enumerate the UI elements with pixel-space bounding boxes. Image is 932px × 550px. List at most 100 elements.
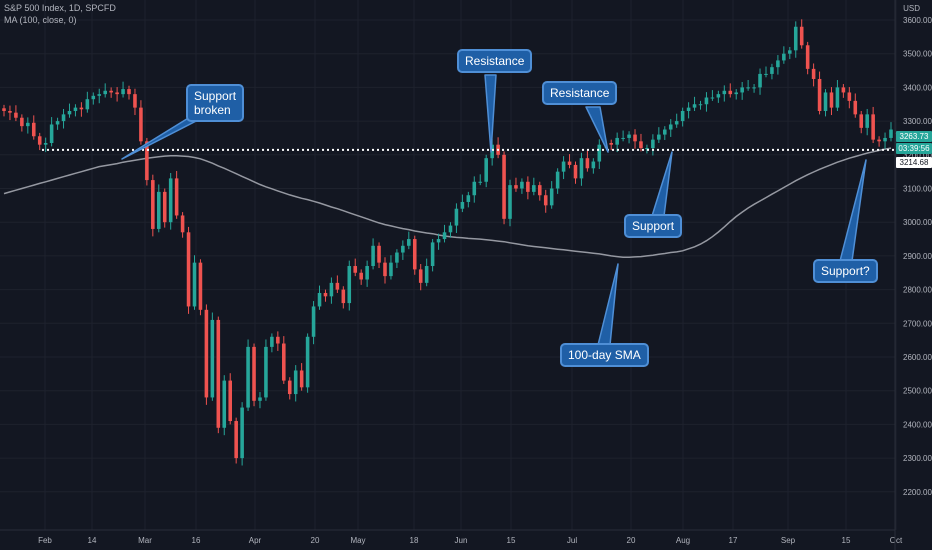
candle-body	[793, 26, 798, 51]
pointer-support-broken	[121, 116, 205, 160]
y-tick-label: 3200.00	[903, 151, 932, 160]
candle-body	[198, 262, 203, 310]
candle-body	[478, 181, 483, 183]
x-tick-label: 15	[507, 536, 516, 545]
candle-body	[579, 158, 584, 179]
candle-body	[168, 178, 173, 223]
candle-body	[662, 129, 667, 135]
candle-body	[674, 121, 679, 125]
candle-body	[639, 141, 643, 149]
candle-body	[79, 107, 84, 110]
candle-body	[174, 178, 179, 216]
candle-body	[847, 92, 852, 101]
y-tick-label: 2300.00	[903, 454, 932, 463]
x-tick-label: 14	[88, 536, 97, 545]
candle-body	[418, 269, 423, 283]
candle-body	[49, 124, 54, 144]
candle-body	[31, 122, 36, 137]
pointer-resistance-1	[484, 74, 497, 153]
candle-body	[133, 94, 137, 108]
y-tick-label: 2600.00	[903, 353, 932, 362]
candle-body	[395, 252, 399, 263]
candle-body	[514, 185, 518, 189]
candle-body	[103, 90, 107, 95]
candle-body	[115, 92, 119, 95]
candle-body	[151, 180, 155, 229]
candle-body	[686, 107, 691, 111]
candle-body	[210, 319, 215, 398]
candle-body	[365, 266, 369, 280]
callout-resistance-2: Resistance	[542, 81, 618, 105]
candle-body	[490, 144, 494, 159]
candle-body	[305, 336, 310, 388]
x-tick-label: Jun	[455, 536, 468, 545]
x-tick-label: Apr	[249, 536, 262, 545]
sma-line	[3, 147, 892, 258]
candle-body	[156, 191, 161, 229]
candle-body	[853, 100, 858, 115]
candle-body	[752, 87, 756, 89]
candle-body	[299, 370, 304, 388]
indicator-label: MA (100, close, 0)	[4, 15, 77, 25]
candle-body	[55, 121, 60, 125]
x-tick-label: 20	[627, 536, 636, 545]
x-tick-label: 15	[842, 536, 851, 545]
candle-body	[186, 232, 191, 307]
y-tick-label: 2900.00	[903, 252, 932, 261]
candle-body	[341, 289, 346, 304]
y-tick-label: 3000.00	[903, 218, 932, 227]
candle-body	[609, 143, 613, 145]
x-tick-label: Jul	[567, 536, 577, 545]
candle-body	[645, 148, 649, 150]
candle-body	[871, 114, 875, 140]
candle-body	[728, 90, 733, 95]
candle-body	[347, 266, 352, 304]
candle-body	[192, 262, 197, 307]
candle-body	[20, 117, 24, 127]
candle-body	[484, 158, 488, 182]
callout-support-question: Support?	[813, 259, 878, 283]
candle-body	[829, 92, 834, 108]
candle-body	[704, 97, 709, 105]
candle-body	[764, 73, 768, 75]
candle-body	[740, 87, 744, 93]
callout-sma: 100-day SMA	[560, 343, 649, 367]
candle-body	[537, 185, 542, 196]
candle-body	[14, 112, 18, 118]
candle-body	[817, 78, 822, 111]
candle-body	[204, 309, 209, 398]
candle-body	[472, 181, 477, 196]
y-tick-label: 2800.00	[903, 286, 932, 295]
candle-body	[758, 73, 762, 88]
candle-body	[460, 201, 465, 209]
callout-support: Support	[624, 214, 683, 238]
candle-body	[442, 232, 447, 240]
candle-body	[246, 346, 250, 408]
candle-body	[835, 87, 840, 108]
candle-body	[615, 137, 619, 145]
last-price-tag: 3263.73	[896, 131, 932, 142]
candle-body	[353, 266, 358, 273]
candle-body	[228, 380, 233, 422]
countdown-tag: 03:39:56	[896, 143, 932, 154]
candle-body	[26, 122, 30, 127]
candle-body	[668, 124, 673, 130]
y-tick-label: 3500.00	[903, 50, 932, 59]
candle-body	[293, 370, 298, 395]
candle-body	[716, 94, 721, 98]
candle-body	[85, 99, 90, 110]
candle-body	[234, 421, 238, 459]
candle-body	[722, 90, 727, 95]
candle-body	[109, 90, 113, 93]
candle-body	[508, 185, 512, 219]
candle-body	[67, 110, 72, 115]
x-tick-label: Mar	[138, 536, 152, 545]
candle-body	[424, 266, 429, 283]
candle-body	[776, 60, 780, 68]
candle-body	[329, 282, 334, 297]
candle-body	[37, 136, 42, 145]
y-tick-label: 3300.00	[903, 117, 932, 126]
candle-body	[216, 319, 221, 428]
candle-body	[526, 181, 530, 192]
